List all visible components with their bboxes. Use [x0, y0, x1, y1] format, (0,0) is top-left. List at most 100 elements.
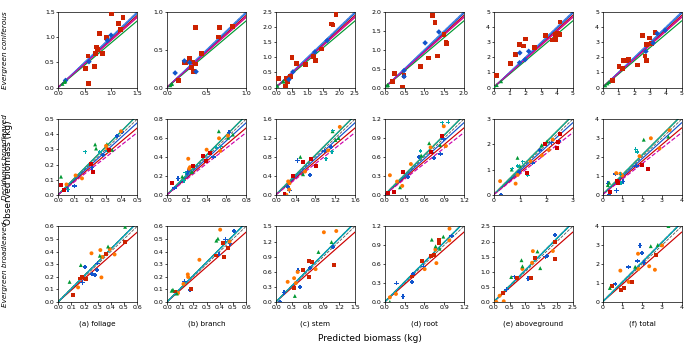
Point — [95, 149, 105, 155]
Point — [603, 79, 614, 85]
Point — [210, 157, 221, 162]
Point — [90, 51, 101, 56]
Point — [612, 180, 623, 186]
Point — [327, 22, 338, 28]
Point — [332, 244, 343, 250]
Point — [632, 251, 643, 256]
Point — [437, 120, 448, 126]
Point — [553, 267, 564, 273]
Point — [94, 274, 105, 280]
Point — [497, 290, 508, 296]
Point — [512, 155, 523, 160]
Point — [303, 274, 314, 280]
Point — [616, 173, 627, 178]
Point — [112, 149, 123, 155]
Point — [223, 133, 234, 138]
Point — [525, 260, 536, 266]
Point — [321, 156, 332, 161]
Point — [606, 294, 616, 300]
Point — [603, 192, 614, 197]
Point — [105, 32, 116, 38]
Point — [555, 131, 566, 137]
Point — [95, 253, 105, 258]
Point — [617, 179, 628, 184]
Point — [444, 238, 455, 243]
Point — [102, 146, 113, 152]
Point — [630, 147, 641, 152]
Point — [415, 64, 426, 70]
Point — [184, 287, 195, 293]
Point — [284, 188, 295, 194]
Point — [536, 142, 547, 148]
Point — [326, 21, 337, 27]
Point — [86, 161, 97, 167]
Point — [395, 185, 406, 190]
Point — [286, 55, 297, 60]
Point — [531, 285, 542, 291]
Point — [430, 247, 441, 252]
Point — [605, 189, 616, 195]
Point — [220, 237, 231, 242]
Point — [611, 179, 622, 184]
Point — [553, 138, 564, 144]
Point — [184, 56, 195, 61]
Point — [186, 65, 197, 70]
Point — [190, 287, 201, 293]
Point — [275, 299, 286, 305]
Point — [514, 163, 525, 169]
Text: (a) foliage: (a) foliage — [79, 321, 116, 327]
Point — [644, 264, 655, 269]
Point — [179, 60, 190, 66]
Text: (d) root: (d) root — [411, 321, 438, 327]
Point — [637, 165, 648, 170]
Point — [319, 148, 330, 154]
Point — [112, 138, 123, 144]
Point — [438, 124, 449, 129]
Point — [291, 61, 302, 67]
Point — [438, 32, 449, 37]
Point — [398, 288, 409, 294]
Point — [615, 171, 626, 176]
Point — [415, 148, 426, 154]
Point — [649, 29, 660, 35]
Point — [523, 276, 534, 281]
Point — [208, 154, 219, 160]
Point — [223, 246, 234, 251]
Point — [177, 174, 188, 179]
Point — [279, 289, 290, 295]
Point — [554, 138, 565, 144]
Text: (b) branch: (b) branch — [188, 321, 225, 327]
Point — [310, 49, 321, 55]
Point — [101, 141, 112, 147]
Point — [503, 185, 514, 191]
Point — [530, 255, 541, 260]
Point — [103, 244, 114, 249]
Point — [59, 79, 70, 85]
Point — [383, 190, 394, 196]
Point — [623, 264, 634, 270]
Point — [554, 32, 565, 38]
Point — [333, 107, 344, 112]
Point — [92, 267, 103, 273]
Point — [636, 250, 647, 256]
Point — [520, 57, 531, 62]
Point — [550, 240, 561, 245]
Point — [438, 234, 449, 239]
Point — [60, 79, 71, 84]
Point — [104, 246, 115, 252]
Point — [512, 276, 523, 281]
Point — [182, 170, 192, 176]
Point — [602, 181, 613, 186]
Point — [279, 191, 290, 197]
Point — [201, 147, 212, 152]
Point — [185, 286, 196, 292]
Point — [97, 51, 108, 57]
Point — [229, 5, 240, 11]
Point — [413, 154, 424, 160]
Point — [86, 165, 97, 170]
Point — [637, 33, 648, 38]
Point — [506, 167, 517, 172]
Point — [397, 85, 408, 90]
Point — [634, 272, 645, 278]
Point — [184, 60, 195, 65]
